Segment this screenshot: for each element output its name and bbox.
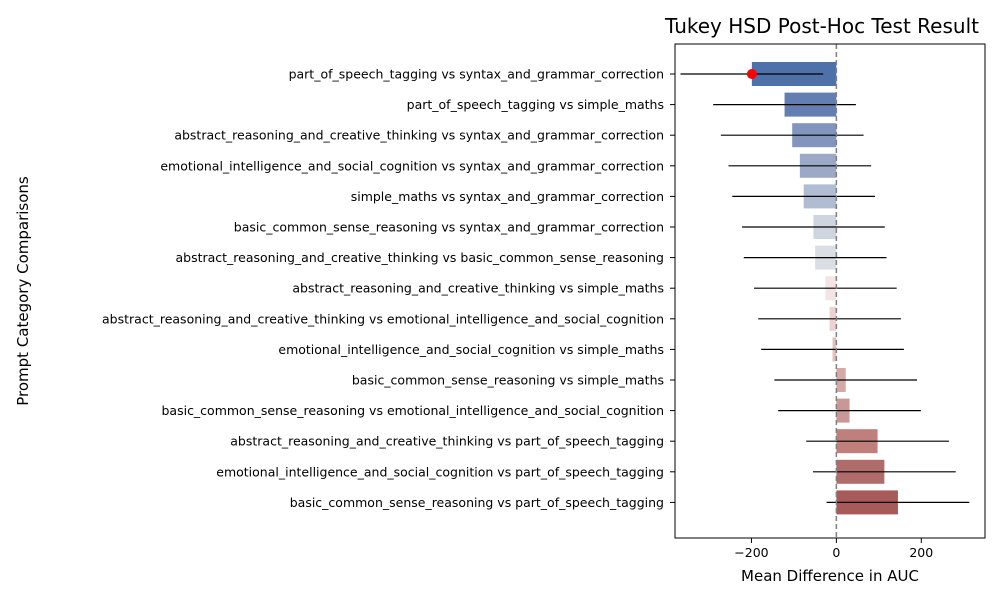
y-tick-label-12: abstract_reasoning_and_creative_thinking… xyxy=(230,434,664,449)
y-tick-label-7: abstract_reasoning_and_creative_thinking… xyxy=(292,281,664,296)
x-tick-label-0: −200 xyxy=(734,545,768,560)
y-axis: part_of_speech_tagging vs syntax_and_gra… xyxy=(102,67,675,510)
x-axis: −200 0 200 xyxy=(734,538,933,560)
y-tick-label-5: basic_common_sense_reasoning vs syntax_a… xyxy=(234,220,664,235)
y-axis-title: Prompt Category Comparisons xyxy=(14,176,32,406)
x-axis-title: Mean Difference in AUC xyxy=(741,567,919,585)
y-tick-label-6: abstract_reasoning_and_creative_thinking… xyxy=(175,250,664,265)
y-tick-label-2: abstract_reasoning_and_creative_thinking… xyxy=(174,128,664,143)
x-tick-label-2: 200 xyxy=(909,545,933,560)
y-tick-label-4: simple_maths vs syntax_and_grammar_corre… xyxy=(351,189,664,204)
plot-area xyxy=(680,44,970,538)
y-tick-label-1: part_of_speech_tagging vs simple_maths xyxy=(407,97,664,112)
y-tick-label-14: basic_common_sense_reasoning vs part_of_… xyxy=(290,495,664,510)
y-tick-label-11: basic_common_sense_reasoning vs emotiona… xyxy=(161,403,664,418)
y-tick-label-9: emotional_intelligence_and_social_cognit… xyxy=(278,342,664,357)
y-tick-label-13: emotional_intelligence_and_social_cognit… xyxy=(216,464,664,479)
y-tick-label-3: emotional_intelligence_and_social_cognit… xyxy=(160,158,664,173)
y-tick-label-8: abstract_reasoning_and_creative_thinking… xyxy=(102,311,664,326)
x-tick-label-1: 0 xyxy=(832,545,840,560)
y-tick-label-0: part_of_speech_tagging vs syntax_and_gra… xyxy=(289,67,664,82)
chart-title: Tukey HSD Post-Hoc Test Result xyxy=(664,14,979,38)
highlight-point xyxy=(746,69,757,79)
y-tick-label-10: basic_common_sense_reasoning vs simple_m… xyxy=(352,373,664,388)
plot-frame xyxy=(674,43,986,539)
